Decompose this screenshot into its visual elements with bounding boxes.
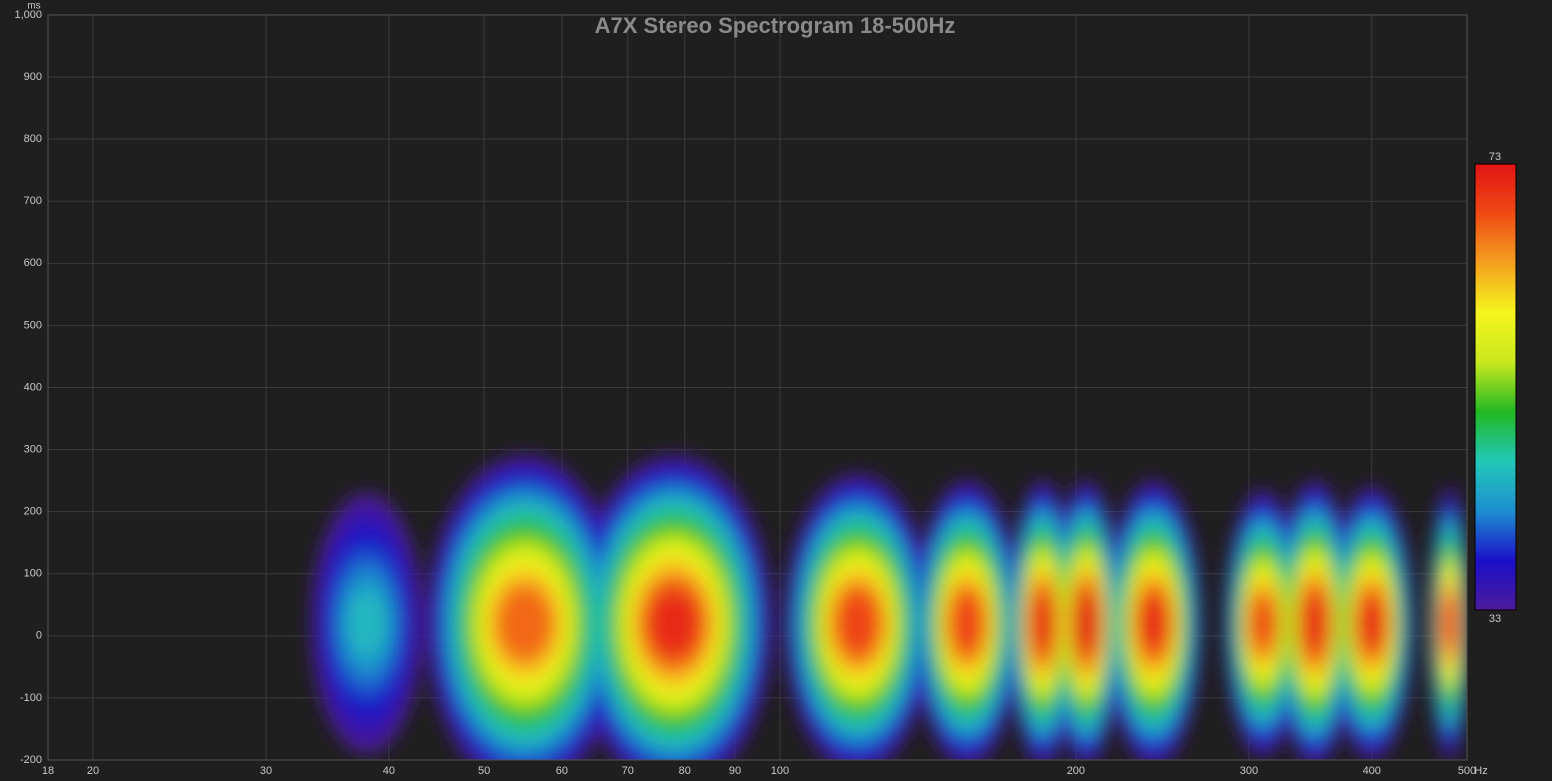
x-unit: Hz: [1474, 765, 1487, 777]
x-tick-label: 50: [478, 765, 490, 777]
y-tick-label: -100: [20, 692, 42, 704]
y-tick-label: 700: [24, 195, 42, 207]
x-tick-label: 200: [1067, 765, 1085, 777]
colorbar-min: 33: [1489, 613, 1501, 625]
y-tick-label: 500: [24, 319, 42, 331]
x-tick-label: 500: [1458, 765, 1476, 777]
x-tick-label: 80: [679, 765, 691, 777]
x-tick-label: 90: [729, 765, 741, 777]
resonance-peak: [1074, 597, 1098, 650]
x-tick-label: 30: [260, 765, 272, 777]
resonance-peak: [1030, 594, 1055, 653]
colorbar: [1474, 163, 1517, 611]
x-tick-label: 300: [1240, 765, 1258, 777]
y-tick-label: 400: [24, 381, 42, 393]
colorbar-max: 73: [1489, 151, 1501, 163]
y-tick-label: 200: [24, 506, 42, 518]
y-tick-label: 300: [24, 443, 42, 455]
resonance-peak: [498, 589, 552, 658]
spectrogram: [311, 455, 1467, 760]
x-tick-label: 400: [1363, 765, 1381, 777]
chart-title: A7X Stereo Spectrogram 18-500Hz: [595, 13, 956, 38]
resonance-peak: [836, 593, 879, 654]
plot-frame: [47, 14, 1468, 761]
y-unit: ms: [27, 1, 40, 12]
resonance-peak: [347, 591, 386, 656]
resonance-peak: [1440, 598, 1459, 649]
x-tick-label: 70: [622, 765, 634, 777]
y-tick-label: 800: [24, 133, 42, 145]
resonance-peak: [649, 593, 699, 654]
resonance-peak: [950, 594, 984, 653]
spectrogram-blobs: [311, 455, 1467, 760]
y-tick-label: 600: [24, 257, 42, 269]
x-tick-label: 100: [771, 765, 789, 777]
resonance-peak: [1139, 597, 1169, 650]
x-tick-label: 60: [556, 765, 568, 777]
x-tick-label: 20: [87, 765, 99, 777]
y-tick-label: 100: [24, 568, 42, 580]
y-tick-label: -200: [20, 754, 42, 766]
x-tick-label: 18: [42, 765, 54, 777]
resonance-peak: [1301, 594, 1328, 653]
resonance-peak: [1358, 598, 1385, 649]
resonance-peak: [1250, 599, 1276, 648]
x-tick-label: 40: [383, 765, 395, 777]
y-tick-label: 900: [24, 71, 42, 83]
y-tick-label: 1,000: [14, 9, 42, 21]
y-tick-label: 0: [36, 630, 42, 642]
